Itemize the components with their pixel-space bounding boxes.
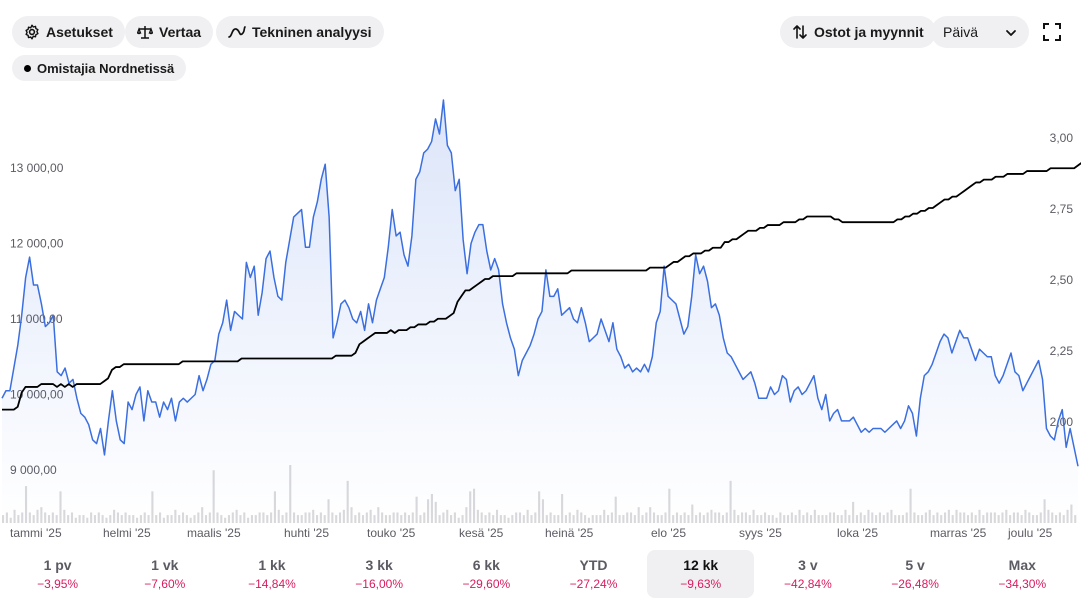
price-area-fill [2, 100, 1078, 524]
period-label: 1 kk [258, 557, 286, 573]
interval-select[interactable]: Päivä [931, 16, 1029, 48]
fullscreen-icon[interactable] [1040, 20, 1064, 44]
right-axis-tick: 2,25 [1050, 344, 1074, 358]
x-axis-tick: loka '25 [837, 526, 878, 540]
x-axis-tick: joulu '25 [1007, 526, 1053, 540]
settings-button[interactable]: Asetukset [12, 16, 125, 48]
period-change: −14,84% [248, 577, 296, 591]
up-down-arrows-icon [792, 24, 808, 40]
compare-button[interactable]: Vertaa [125, 16, 214, 48]
x-axis-tick: kesä '25 [459, 526, 504, 540]
chevron-down-icon [1005, 24, 1017, 40]
period-label: 1 vk [151, 557, 179, 573]
period-label: 3 v [798, 557, 818, 573]
period-option[interactable]: 5 v −26,48% [862, 550, 969, 598]
x-axis-tick: touko '25 [367, 526, 416, 540]
period-option[interactable]: YTD −27,24% [540, 550, 647, 598]
period-change: −7,60% [144, 577, 186, 591]
period-change: −3,95% [37, 577, 79, 591]
period-label: 1 pv [43, 557, 72, 573]
dot-icon [24, 64, 31, 72]
period-change: −27,24% [569, 577, 618, 591]
period-label: 12 kk [683, 557, 719, 573]
technical-analysis-button[interactable]: Tekninen analyysi [216, 16, 384, 48]
x-axis-labels: tammi '25 helmi '25 maalis '25 huhti '25 tou… [10, 526, 1053, 540]
x-axis-tick: elo '25 [651, 526, 686, 540]
trades-label: Ostot ja myynnit [814, 24, 924, 40]
compare-label: Vertaa [159, 24, 202, 40]
left-axis-tick: 12 000,00 [10, 237, 64, 251]
period-change: −9,63% [680, 577, 722, 591]
period-change: −42,84% [784, 577, 832, 591]
price-series-line [1, 99, 1079, 467]
period-option[interactable]: 12 kk −9,63% [647, 550, 755, 598]
x-axis-tick: maalis '25 [187, 526, 241, 540]
x-axis-tick: heinä '25 [545, 526, 594, 540]
period-option[interactable]: 3 kk −16,00% [326, 550, 433, 598]
trades-button[interactable]: Ostot ja myynnit [780, 16, 936, 48]
gear-icon [24, 24, 40, 40]
right-axis-tick: 2,75 [1050, 202, 1074, 216]
period-option[interactable]: 1 pv −3,95% [4, 550, 111, 598]
x-axis-tick: helmi '25 [103, 526, 151, 540]
period-selector: 1 pv −3,95% 1 vk −7,60% 1 kk −14,84% 3 kk −16,0… [4, 550, 1076, 598]
interval-value: Päivä [943, 24, 979, 40]
x-axis-tick: syys '25 [739, 526, 782, 540]
left-axis-tick: 13 000,00 [10, 161, 64, 175]
x-axis-tick: marras '25 [930, 526, 987, 540]
trend-line-icon [228, 25, 246, 39]
x-axis-tick: huhti '25 [284, 526, 329, 540]
period-label: 5 v [905, 557, 925, 573]
settings-label: Asetukset [46, 24, 113, 40]
period-change: −29,60% [462, 577, 511, 591]
owners-label: Omistajia Nordnetissä [37, 60, 175, 76]
right-axis-tick: 3,00 [1050, 131, 1074, 145]
right-axis-labels: 2,002,252,502,753,00 [1050, 131, 1074, 429]
period-label: 3 kk [365, 557, 393, 573]
period-option[interactable]: 1 kk −14,84% [218, 550, 325, 598]
period-change: −16,00% [355, 577, 404, 591]
x-axis-tick: tammi '25 [10, 526, 62, 540]
owners-badge[interactable]: Omistajia Nordnetissä [12, 55, 187, 81]
period-label: Max [1008, 557, 1036, 573]
owners-series-line [2, 162, 1081, 411]
period-change: −34,30% [998, 577, 1047, 591]
period-label: YTD [579, 557, 608, 573]
scale-icon [137, 24, 153, 40]
period-option[interactable]: 3 v −42,84% [754, 550, 861, 598]
right-axis-tick: 2,50 [1050, 273, 1074, 287]
technical-analysis-label: Tekninen analyysi [252, 24, 372, 40]
period-option[interactable]: 1 vk −7,60% [111, 550, 218, 598]
period-option[interactable]: Max −34,30% [969, 550, 1076, 598]
period-change: −26,48% [891, 577, 939, 591]
period-option[interactable]: 6 kk −29,60% [433, 550, 540, 598]
period-label: 6 kk [472, 557, 500, 573]
